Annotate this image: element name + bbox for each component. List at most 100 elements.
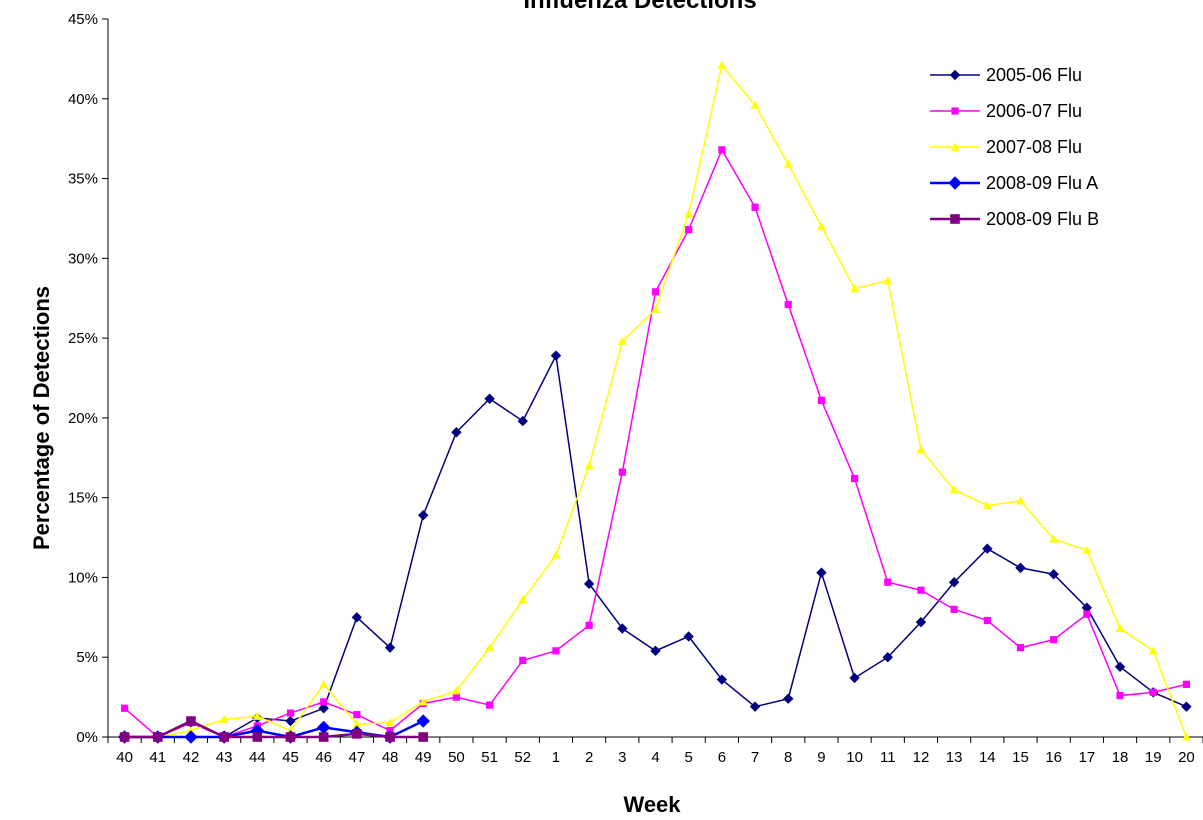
- data-point: [883, 276, 893, 285]
- y-tick-label: 35%: [68, 171, 98, 188]
- data-point: [219, 732, 229, 742]
- data-point: [452, 693, 461, 701]
- data-point: [583, 578, 595, 590]
- legend: 2005-06 Flu 2006-07 Flu 2007-08 Flu 2008-09…: [930, 65, 1099, 229]
- data-point: [816, 567, 827, 578]
- data-point: [750, 100, 760, 109]
- x-tick-label: 10: [846, 749, 863, 766]
- data-point: [316, 720, 331, 735]
- data-point: [550, 350, 562, 361]
- data-point: [1083, 610, 1091, 618]
- x-tick-label: 11: [880, 749, 896, 766]
- series-3: [120, 60, 1191, 741]
- legend-item: 2005-06 Flu: [930, 65, 1082, 85]
- data-point: [915, 616, 927, 628]
- data-point: [385, 718, 395, 727]
- data-point: [849, 672, 860, 684]
- data-point: [385, 732, 395, 742]
- data-point: [617, 336, 627, 345]
- y-tick-label: 10%: [68, 569, 98, 586]
- data-point: [285, 715, 296, 727]
- legend-item: 2008-09 Flu A: [930, 173, 1098, 193]
- data-point: [717, 60, 727, 69]
- x-tick-label: 40: [116, 749, 133, 766]
- data-point: [552, 647, 560, 655]
- data-point: [1181, 732, 1191, 741]
- x-tick-label: 41: [149, 749, 166, 766]
- series-line: [124, 353, 1187, 738]
- legend-marker: [950, 214, 960, 224]
- data-point: [285, 732, 296, 742]
- x-tick-label: 16: [1045, 749, 1062, 766]
- data-point: [1148, 646, 1158, 655]
- y-tick-label: 30%: [68, 250, 98, 267]
- data-point: [451, 686, 461, 695]
- data-point: [618, 468, 626, 476]
- y-tick-label: 5%: [76, 649, 98, 666]
- data-point: [551, 550, 561, 559]
- legend-label: 2008-09 Flu B: [986, 209, 1099, 229]
- data-point: [186, 726, 196, 735]
- x-tick-label: 47: [349, 749, 366, 766]
- y-tick-label: 25%: [68, 330, 98, 347]
- data-point: [1050, 636, 1058, 644]
- legend-marker: [948, 176, 962, 190]
- x-tick-label: 17: [1079, 749, 1096, 766]
- x-tick-label: 12: [913, 749, 930, 766]
- legend-marker: [951, 107, 959, 115]
- data-point: [318, 703, 329, 714]
- data-point: [352, 729, 362, 739]
- data-point: [783, 693, 794, 704]
- data-point: [1049, 534, 1059, 543]
- x-tick-label: 43: [216, 749, 233, 766]
- x-tick-label: 18: [1112, 749, 1129, 766]
- y-axis-title: Percentage of Detections: [29, 286, 54, 550]
- data-point: [1115, 624, 1125, 633]
- y-ticks: 0% 5% 10% 15% 20% 25% 30% 35% 40% 45%: [68, 11, 108, 746]
- x-tick-label: 51: [481, 749, 498, 766]
- data-point: [152, 732, 163, 742]
- x-tick-label: 9: [817, 749, 825, 766]
- y-tick-label: 0%: [76, 729, 98, 746]
- data-point: [983, 616, 991, 625]
- data-point: [351, 612, 363, 623]
- y-tick-label: 15%: [68, 490, 98, 507]
- data-point: [517, 415, 528, 427]
- data-point: [685, 226, 693, 234]
- data-point: [783, 159, 793, 168]
- data-point: [949, 485, 959, 494]
- x-tick-label: 4: [651, 749, 659, 766]
- x-tick-label: 2: [585, 749, 593, 766]
- data-point: [716, 674, 728, 685]
- data-point: [817, 396, 826, 404]
- y-tick-label: 20%: [68, 410, 98, 427]
- data-point: [751, 203, 759, 211]
- data-point: [917, 586, 925, 594]
- legend-label: 2005-06 Flu: [986, 65, 1082, 85]
- data-point: [519, 656, 527, 665]
- data-point: [651, 304, 660, 313]
- series-line: [124, 719, 424, 739]
- data-point: [749, 701, 761, 712]
- data-point: [318, 732, 329, 742]
- series-layer: [117, 60, 1192, 744]
- data-point: [1015, 562, 1026, 574]
- data-point: [319, 679, 329, 688]
- data-point: [120, 704, 129, 712]
- data-point: [816, 221, 826, 231]
- data-point: [584, 461, 594, 470]
- data-point: [418, 697, 428, 706]
- x-tick-label: 52: [514, 749, 531, 766]
- legend-marker: [950, 142, 960, 151]
- y-tick-label: 40%: [68, 91, 98, 108]
- data-point: [1016, 644, 1025, 652]
- legend-label: 2007-08 Flu: [986, 137, 1082, 157]
- data-point: [884, 578, 892, 586]
- data-point: [882, 652, 893, 663]
- series-5: [119, 716, 429, 742]
- data-point: [950, 605, 958, 613]
- x-tick-label: 45: [282, 749, 299, 766]
- legend-item: 2008-09 Flu B: [930, 209, 1099, 229]
- data-point: [916, 445, 926, 454]
